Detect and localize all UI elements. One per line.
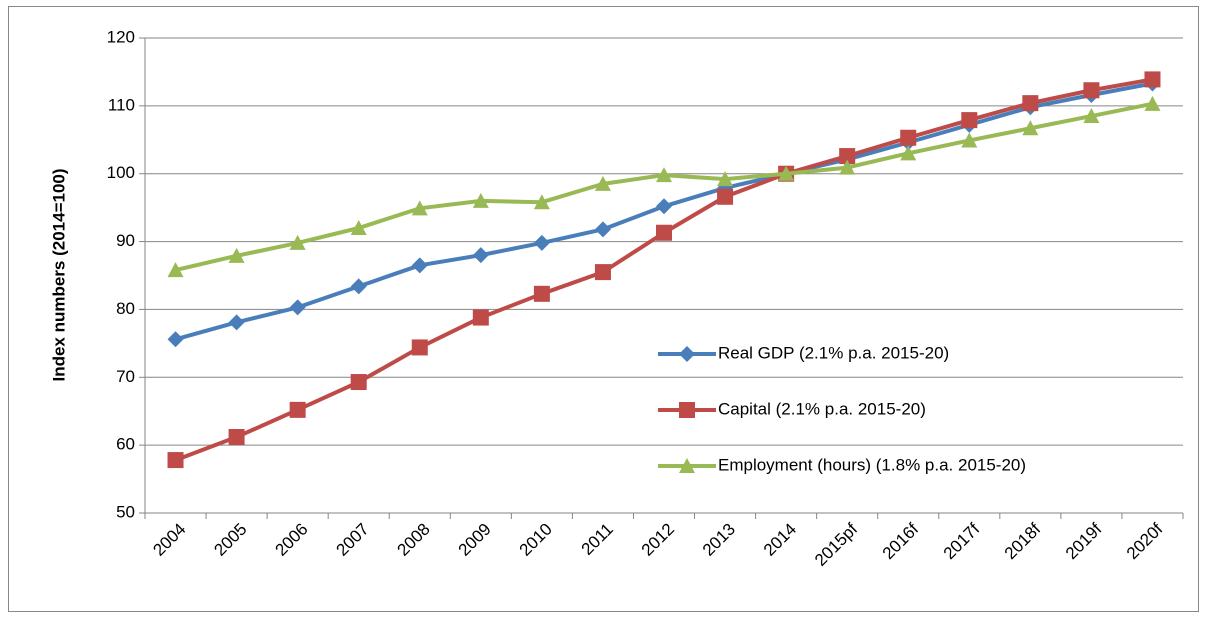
marker bbox=[656, 198, 672, 215]
marker bbox=[717, 171, 734, 187]
marker bbox=[411, 257, 428, 274]
marker bbox=[1022, 95, 1039, 112]
marker bbox=[839, 159, 856, 175]
marker bbox=[228, 314, 245, 331]
marker bbox=[350, 374, 367, 391]
marker bbox=[167, 452, 184, 469]
marker bbox=[350, 278, 367, 295]
marker bbox=[411, 339, 428, 356]
y-tick-label: 90 bbox=[116, 231, 135, 250]
marker bbox=[289, 299, 306, 316]
marker bbox=[594, 175, 611, 191]
y-tick-label: 100 bbox=[107, 163, 135, 182]
marker bbox=[228, 247, 245, 263]
marker bbox=[289, 234, 306, 250]
y-tick-label: 80 bbox=[116, 299, 135, 318]
y-tick-label: 70 bbox=[116, 367, 135, 386]
y-tick-label: 120 bbox=[107, 27, 135, 46]
marker bbox=[289, 401, 306, 418]
marker bbox=[594, 264, 611, 281]
marker bbox=[1144, 71, 1161, 88]
marker bbox=[839, 148, 856, 165]
legend-label: Employment (hours) (1.8% p.a. 2015-20) bbox=[718, 455, 1026, 474]
marker bbox=[472, 247, 489, 264]
marker bbox=[1083, 82, 1100, 99]
marker bbox=[778, 165, 795, 181]
legend-label: Real GDP (2.1% p.a. 2015-20) bbox=[718, 343, 949, 362]
y-tick-label: 50 bbox=[116, 502, 135, 521]
legend-label: Capital (2.1% p.a. 2015-20) bbox=[718, 399, 926, 418]
marker bbox=[1144, 95, 1161, 111]
marker bbox=[679, 458, 695, 473]
marker bbox=[533, 194, 550, 210]
y-tick-label: 110 bbox=[108, 95, 135, 114]
marker bbox=[679, 402, 695, 418]
marker bbox=[533, 234, 550, 251]
marker bbox=[411, 200, 428, 216]
y-axis-title: Index numbers (2014=100) bbox=[49, 168, 68, 381]
marker bbox=[961, 132, 978, 148]
marker bbox=[1022, 120, 1039, 136]
marker bbox=[472, 192, 489, 208]
marker bbox=[900, 129, 917, 146]
marker bbox=[167, 262, 184, 278]
marker bbox=[167, 331, 184, 348]
marker bbox=[594, 221, 611, 238]
marker bbox=[228, 429, 245, 445]
marker bbox=[656, 167, 672, 183]
marker bbox=[533, 285, 550, 302]
marker bbox=[679, 346, 695, 362]
y-tick-label: 60 bbox=[116, 435, 135, 454]
marker bbox=[961, 112, 978, 129]
marker bbox=[900, 145, 917, 161]
marker bbox=[1083, 108, 1100, 124]
marker bbox=[717, 188, 734, 205]
marker bbox=[350, 220, 367, 235]
marker bbox=[472, 309, 489, 326]
marker bbox=[656, 224, 672, 241]
